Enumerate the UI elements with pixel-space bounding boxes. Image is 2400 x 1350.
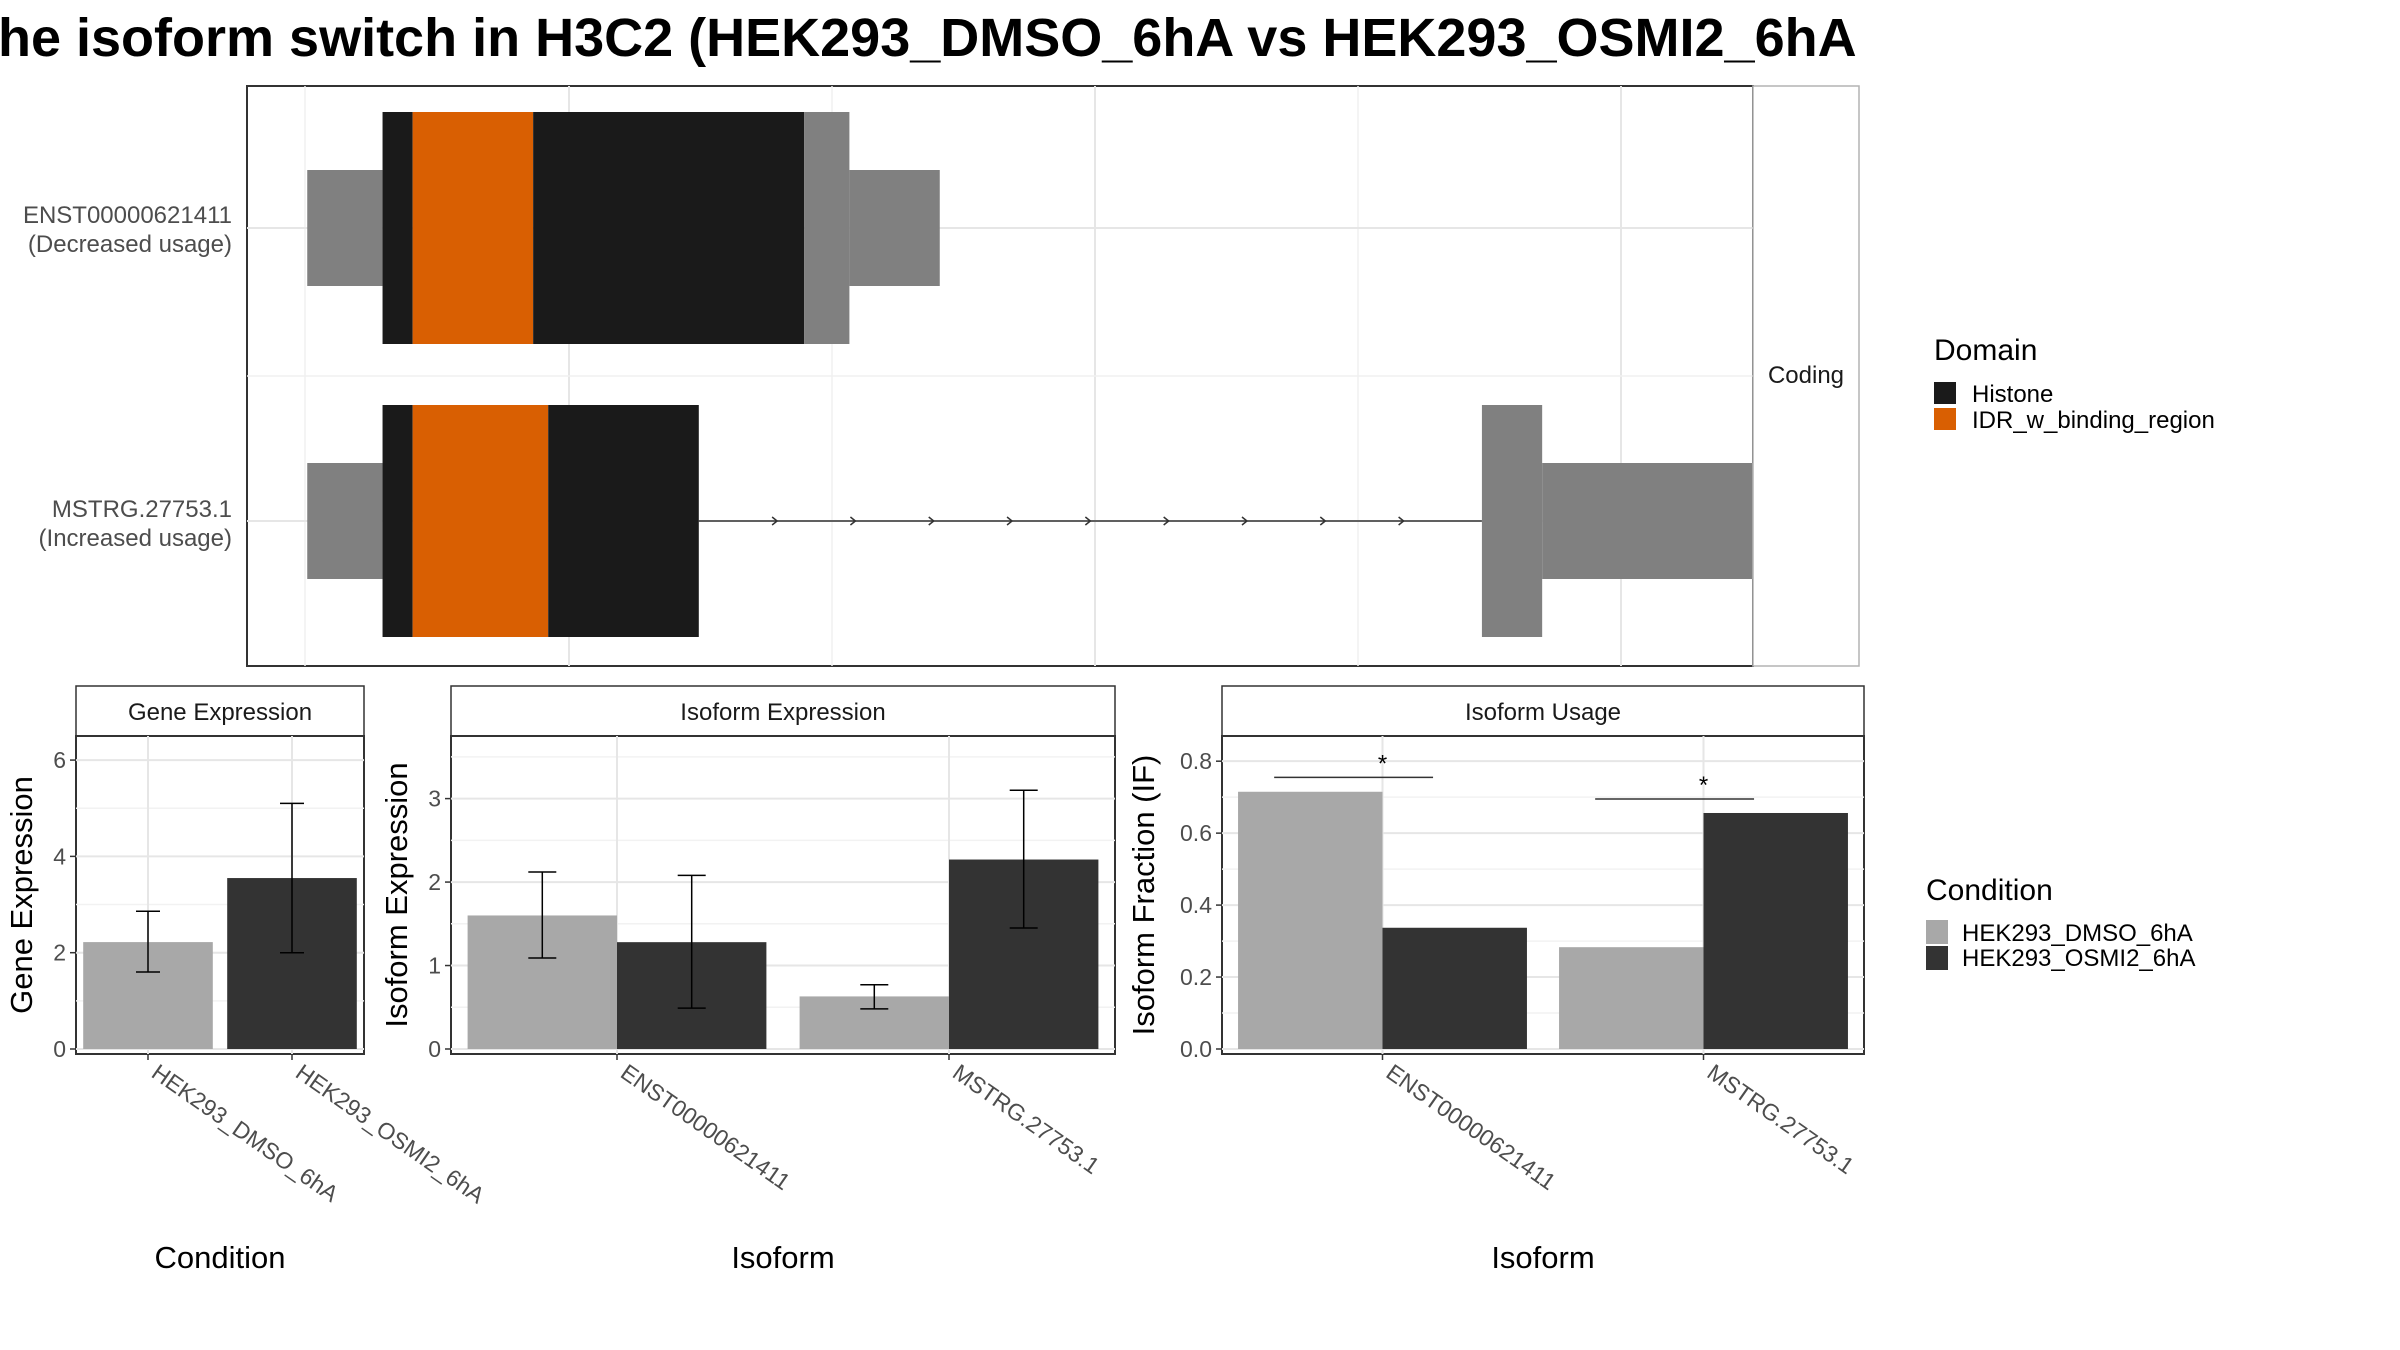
y-tick-label: 6: [53, 747, 66, 773]
intron-direction-arrow: [849, 516, 857, 526]
coding-exon-segment: [804, 112, 850, 344]
intron-direction-arrow: [1084, 516, 1092, 526]
grouped-bar: [1238, 791, 1383, 1049]
idr-legend-swatch: [1934, 408, 1956, 430]
x-tick-label: ENST00000621411: [1382, 1059, 1561, 1195]
transcript-label-1-id: ENST00000621411: [23, 202, 232, 229]
significance-star: *: [1699, 772, 1708, 799]
y-tick-label: 0.4: [1180, 892, 1212, 918]
osmi2-legend-label: HEK293_OSMI2_6hA: [1962, 945, 2195, 972]
histone-legend-swatch: [1934, 382, 1956, 404]
utr-segment: [307, 463, 383, 579]
osmi2-legend-swatch: [1926, 946, 1948, 970]
y-tick-label: 0: [53, 1036, 66, 1062]
gene-expression-title: Gene Expression: [128, 699, 312, 726]
y-tick-label: 0.6: [1180, 820, 1212, 846]
gene-expression-ylabel: Gene Expression: [4, 776, 39, 1014]
isoform-expression-ylabel: Isoform Expression: [379, 762, 414, 1027]
transcript-label-1-usage: (Decreased usage): [28, 231, 232, 258]
figure-title: he isoform switch in H3C2 (HEK293_DMSO_6…: [0, 8, 1857, 68]
y-tick-label: 1: [428, 953, 441, 979]
utr-segment: [307, 170, 383, 286]
intron-direction-arrow: [1163, 516, 1170, 526]
idr-legend-label: IDR_w_binding_region: [1972, 407, 2215, 434]
histone-legend-label: Histone: [1972, 381, 2053, 408]
histone-domain-segment: [382, 405, 413, 637]
transcript-marks: [307, 112, 1753, 637]
condition-legend-title: Condition: [1926, 874, 2053, 907]
y-tick-label: 0.8: [1180, 748, 1212, 774]
intron-direction-arrow: [1319, 516, 1327, 526]
idr-domain-segment: [412, 405, 549, 637]
utr-segment: [1542, 463, 1753, 579]
histone-domain-segment: [548, 405, 699, 637]
condition-legend: Condition HEK293_DMSO_6hA HEK293_OSMI2_6…: [1926, 874, 2195, 972]
y-tick-label: 2: [428, 869, 441, 895]
gene-expression-xlabel: Condition: [155, 1240, 286, 1275]
dmso-legend-label: HEK293_DMSO_6hA: [1962, 920, 2193, 947]
isoform-usage-ylabel: Isoform Fraction (IF): [1126, 755, 1161, 1036]
intron-direction-arrow: [1398, 516, 1405, 526]
gene-expression-panel: Gene Expression 0246HEK293_DMSO_6hAHEK29…: [4, 685, 490, 1275]
dmso-legend-swatch: [1926, 920, 1948, 944]
utr-segment: [849, 170, 940, 286]
grouped-bar: [1382, 927, 1527, 1049]
isoform-expression-xlabel: Isoform: [731, 1240, 834, 1275]
intron-direction-arrow: [1006, 516, 1014, 526]
coding-exon-segment: [1481, 405, 1543, 637]
y-tick-label: 4: [53, 843, 66, 869]
y-tick-label: 0.0: [1180, 1036, 1212, 1062]
isoform-usage-xlabel: Isoform: [1491, 1240, 1594, 1275]
x-tick-label: MSTRG.27753.1: [948, 1059, 1104, 1179]
transcript-label-2-id: MSTRG.27753.1: [52, 496, 232, 523]
isoform-usage-strip: [1221, 685, 1865, 737]
histone-domain-segment: [382, 112, 413, 344]
transcript-label-2-usage: (Increased usage): [39, 525, 232, 552]
coding-strip: [1752, 85, 1860, 667]
histone-domain-segment: [533, 112, 805, 344]
isoform-usage-title: Isoform Usage: [1465, 699, 1621, 726]
coding-strip-label: Coding: [1768, 362, 1844, 389]
x-tick-label: ENST00000621411: [616, 1059, 795, 1195]
y-tick-label: 2: [53, 940, 66, 966]
x-tick-label: MSTRG.27753.1: [1703, 1059, 1859, 1179]
y-tick-label: 0: [428, 1036, 441, 1062]
transcript-panel: Coding ENST00000621411 (Decreased usage)…: [23, 85, 1860, 667]
intron-direction-arrow: [1241, 516, 1249, 526]
y-tick-label: 0.2: [1180, 964, 1212, 990]
isoform-usage-panel: Isoform Usage * * 0.0 0.2 0.4 0.6 0.8 ENST00000…: [1126, 685, 1865, 1275]
isoform-expression-title: Isoform Expression: [680, 699, 885, 726]
grouped-bar: [1559, 947, 1704, 1049]
domain-legend: Domain Histone IDR_w_binding_region: [1934, 334, 2215, 434]
significance-star: *: [1378, 750, 1387, 777]
intron-direction-arrow: [928, 516, 935, 526]
intron-direction-arrow: [771, 516, 779, 526]
domain-legend-title: Domain: [1934, 334, 2037, 367]
idr-domain-segment: [412, 112, 534, 344]
grouped-bar: [1703, 812, 1848, 1049]
y-tick-label: 3: [428, 786, 441, 812]
gene-expression-strip: [75, 685, 365, 737]
